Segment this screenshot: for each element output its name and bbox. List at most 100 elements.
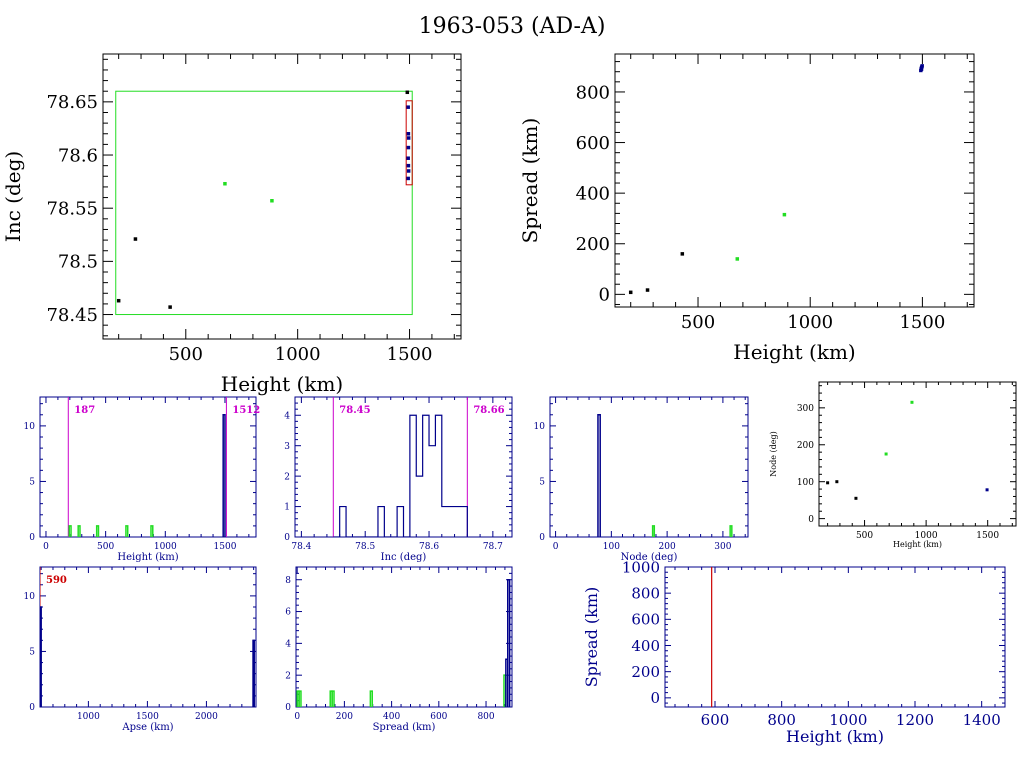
range-box — [405, 100, 413, 186]
data-point — [406, 132, 411, 136]
y-tick-label: 200 — [797, 441, 814, 451]
x-tick-label: 800 — [767, 711, 796, 729]
histogram-bar — [68, 525, 72, 537]
range-box — [115, 90, 413, 316]
histogram-bar — [222, 414, 226, 537]
x-tick-label: 1500 — [136, 712, 159, 722]
spread-hist-chart: 0 200 400 600 800 0 2 4 6 8 Spread (km) — [285, 566, 513, 733]
histogram-bar — [369, 690, 373, 707]
y-tick-label: 0 — [650, 689, 660, 707]
y-tick-label: 10 — [534, 422, 546, 432]
y-tick-label: 78.5 — [58, 252, 98, 273]
y-tick-label: 3 — [284, 442, 290, 452]
marker-label: 590 — [46, 575, 67, 586]
data-point — [223, 181, 227, 186]
plot-area — [115, 90, 413, 316]
y-tick-label: 8 — [285, 576, 291, 586]
plot-area — [628, 64, 924, 295]
x-axis-label: Spread (km) — [373, 722, 436, 733]
y-tick-label: 5 — [539, 478, 545, 488]
y-axis-label: Spread (km) — [518, 118, 542, 244]
y-tick-label: 1 — [284, 503, 290, 513]
y-axis-label: Spread (km) — [582, 587, 601, 688]
data-point — [884, 452, 888, 456]
node-vs-height-chart: 500 1000 1500 0 100 200 300 Height (km) Node (de… — [769, 381, 1017, 549]
y-tick-label: 600 — [631, 611, 660, 629]
x-axis-label: Height (km) — [733, 340, 855, 364]
x-tick-label: 400 — [383, 712, 400, 722]
histogram-bar — [298, 690, 302, 707]
data-point — [835, 480, 839, 484]
data-point — [910, 400, 914, 404]
x-tick-label: 1000 — [154, 542, 177, 552]
x-tick-label: 0 — [43, 542, 49, 552]
x-tick-label: 1500 — [976, 531, 999, 541]
spread-vs-height-zoom-chart: 600 800 1000 1200 140002004006008001000Heigh… — [582, 558, 1006, 746]
x-tick-label: 1500 — [387, 344, 433, 365]
y-tick-label: 0 — [539, 533, 545, 543]
marker-label: 1512 — [232, 405, 260, 416]
x-tick-label: 1500 — [899, 312, 945, 333]
x-tick-label: 500 — [856, 531, 873, 541]
data-point — [133, 237, 138, 241]
histogram-bar — [150, 525, 154, 537]
histogram-step — [333, 414, 468, 537]
x-tick-label: 1000 — [915, 531, 938, 541]
y-tick-label: 4 — [284, 411, 290, 421]
data-point — [406, 169, 411, 173]
x-tick-label: 600 — [701, 711, 730, 729]
x-tick-label: 500 — [169, 344, 203, 365]
plot-area — [40, 567, 255, 707]
x-tick-label: 1500 — [214, 542, 237, 552]
histogram-bar — [77, 525, 81, 537]
x-tick-label: 78.6 — [419, 542, 439, 552]
plot-frame — [39, 566, 257, 708]
x-tick-label: 300 — [714, 542, 731, 552]
data-point — [405, 90, 410, 95]
x-axis-label: Inc (deg) — [381, 552, 427, 563]
marker-label: 187 — [74, 405, 95, 416]
plot-frame — [818, 381, 1017, 527]
x-axis-label: Node (deg) — [621, 552, 678, 563]
histogram-bar — [729, 525, 733, 537]
plot-area — [826, 400, 989, 500]
plot-frame — [39, 396, 257, 538]
y-tick-label: 400 — [576, 183, 610, 204]
y-axis-label: Node (deg) — [769, 431, 778, 476]
histogram-bar — [331, 690, 335, 707]
x-tick-label: 78.5 — [355, 542, 375, 552]
x-tick-label: 2000 — [195, 712, 218, 722]
y-tick-label: 78.55 — [46, 198, 98, 219]
x-axis-label: Height (km) — [221, 372, 343, 396]
plot-frame — [614, 53, 975, 308]
x-tick-label: 1000 — [829, 711, 867, 729]
y-tick-label: 78.45 — [46, 305, 98, 326]
histogram-bar — [95, 525, 100, 537]
plot-area — [67, 397, 227, 537]
x-tick-label: 1000 — [275, 344, 321, 365]
spread-vs-height-chart: 500 1000 1500 0 200 400 600 800 Height (km) Sprea… — [518, 53, 975, 364]
x-tick-label: 0 — [553, 542, 559, 552]
data-point — [270, 199, 274, 203]
x-tick-label: 100 — [603, 542, 620, 552]
apse-hist-chart: 1000 1500 2000 0 5 10 Apse (km) 590 — [24, 566, 257, 733]
histogram-bar — [125, 525, 129, 537]
data-point — [920, 64, 924, 68]
data-point — [680, 252, 685, 256]
x-tick-label: 200 — [336, 712, 353, 722]
y-tick-label: 6 — [285, 608, 291, 618]
x-tick-label: 1000 — [77, 712, 100, 722]
y-tick-label: 300 — [797, 404, 814, 414]
x-axis-label: Height (km) — [786, 727, 884, 746]
data-point — [168, 305, 172, 309]
y-tick-label: 5 — [29, 478, 35, 488]
node-hist-chart: 0 100 200 300 0 5 10 Node (deg) — [534, 396, 749, 563]
data-point — [116, 298, 121, 303]
y-tick-label: 5 — [29, 648, 35, 658]
data-point — [919, 67, 924, 71]
data-point — [985, 488, 989, 492]
y-tick-label: 2 — [284, 472, 290, 482]
plot-area — [597, 414, 733, 537]
data-point — [406, 176, 410, 181]
x-tick-label: 600 — [430, 712, 447, 722]
